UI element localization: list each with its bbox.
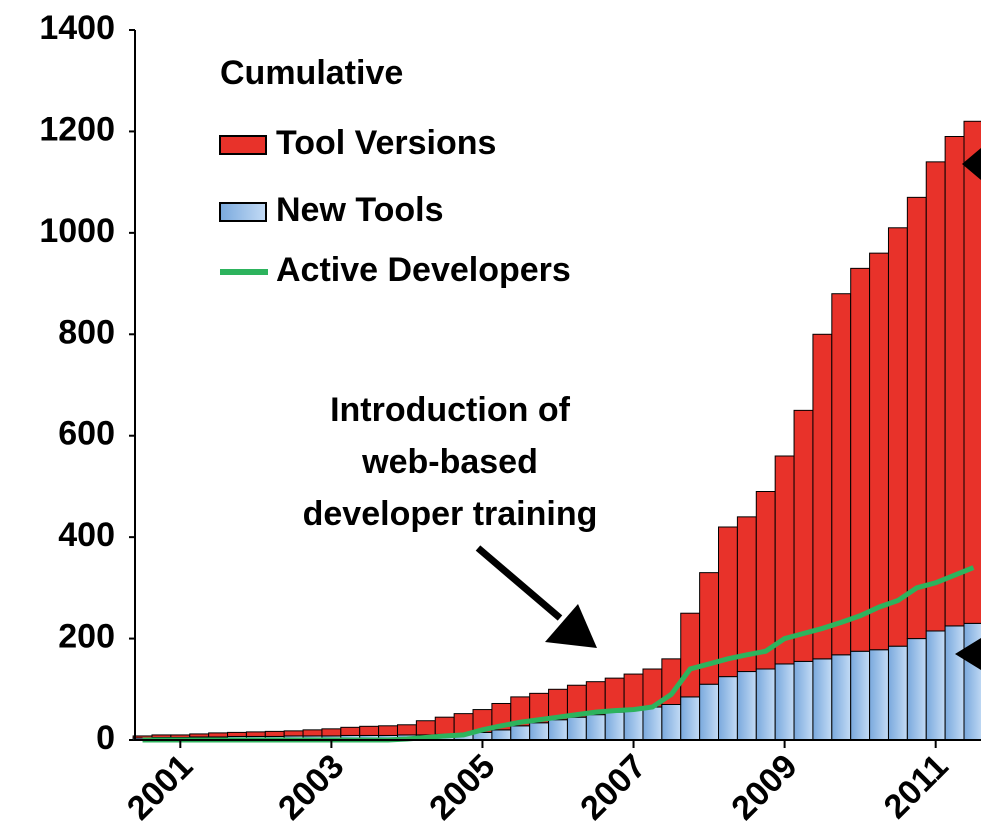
x-tick-label: 2009 bbox=[724, 747, 804, 827]
bar-segment bbox=[378, 725, 398, 736]
bar-segment bbox=[680, 612, 701, 698]
bar-segment bbox=[151, 734, 172, 738]
y-tick-label: 600 bbox=[58, 415, 115, 453]
legend-label: New Tools bbox=[276, 191, 444, 229]
bar-segment bbox=[623, 673, 644, 711]
bar-segment bbox=[944, 136, 965, 627]
bar-segment bbox=[585, 714, 606, 741]
bar-segment bbox=[529, 722, 550, 741]
y-tick-label: 400 bbox=[58, 516, 115, 554]
y-tick-label: 0 bbox=[96, 719, 115, 757]
legend-swatch bbox=[219, 202, 267, 222]
bar-segment bbox=[189, 733, 210, 738]
bar-segment bbox=[718, 676, 738, 741]
bar-segment bbox=[774, 455, 795, 665]
bar-segment bbox=[170, 734, 191, 738]
bar-segment bbox=[227, 731, 247, 737]
bar-segment bbox=[963, 120, 981, 624]
bar-segment bbox=[850, 267, 871, 652]
bar-segment bbox=[699, 683, 720, 741]
bar-segment bbox=[396, 724, 417, 736]
annotation: developer training bbox=[303, 495, 598, 533]
bar-segment bbox=[434, 716, 455, 735]
x-tick-label: 2011 bbox=[877, 747, 956, 826]
bar-segment bbox=[491, 729, 512, 741]
bar-segment bbox=[302, 729, 323, 737]
bar-segment bbox=[680, 696, 701, 741]
y-tick-label: 1200 bbox=[39, 110, 115, 148]
bar-segment bbox=[793, 409, 814, 662]
bar-segment bbox=[793, 660, 814, 741]
legend-title: Cumulative bbox=[220, 54, 403, 92]
bar-segment bbox=[623, 709, 644, 741]
y-tick-label: 1000 bbox=[39, 212, 115, 250]
bar-segment bbox=[321, 728, 342, 737]
x-tick-label: 2003 bbox=[271, 747, 351, 827]
bar-segment bbox=[850, 650, 871, 741]
bar-segment bbox=[925, 161, 946, 632]
bar-segment bbox=[566, 716, 587, 741]
bar-segment bbox=[245, 731, 266, 737]
bar-segment bbox=[869, 649, 889, 741]
bar-segment bbox=[718, 526, 738, 678]
x-tick-label: 2005 bbox=[422, 747, 502, 827]
bar-segment bbox=[944, 625, 965, 741]
legend-label: Tool Versions bbox=[276, 124, 496, 162]
bar-segment bbox=[812, 333, 833, 660]
bar-segment bbox=[774, 663, 795, 741]
bar-segment bbox=[831, 293, 852, 656]
bar-segment bbox=[642, 706, 663, 741]
edge-marker bbox=[955, 638, 981, 670]
bar-segment bbox=[208, 732, 229, 738]
bar-segment bbox=[415, 720, 436, 736]
bar-segment bbox=[340, 726, 361, 736]
legend-label: Active Developers bbox=[276, 251, 571, 289]
bar-segment bbox=[906, 638, 927, 741]
bar-segment bbox=[831, 654, 852, 741]
bar-segment bbox=[548, 719, 568, 741]
bar-segment bbox=[887, 227, 908, 647]
annotation: Introduction of bbox=[330, 391, 571, 429]
bar-segment bbox=[604, 711, 625, 741]
bar-segment bbox=[869, 252, 889, 651]
y-tick-label: 200 bbox=[58, 618, 115, 656]
y-tick-label: 800 bbox=[58, 313, 115, 351]
edge-marker bbox=[962, 148, 981, 180]
x-tick-label: 2007 bbox=[573, 747, 653, 827]
bar-segment bbox=[510, 725, 531, 741]
bar-segment bbox=[812, 658, 833, 741]
y-tick-label: 1400 bbox=[39, 9, 115, 47]
x-tick-label: 2001 bbox=[120, 747, 200, 827]
bar-segment bbox=[661, 704, 682, 741]
bar-segment bbox=[755, 491, 776, 670]
bar-segment bbox=[604, 677, 625, 713]
bar-segment bbox=[283, 730, 304, 737]
annotation: web-based bbox=[361, 443, 538, 481]
annotation-arrow bbox=[475, 545, 563, 621]
bar-segment bbox=[264, 730, 285, 737]
legend-swatch bbox=[219, 135, 267, 155]
bar-segment bbox=[755, 668, 776, 741]
bar-segment bbox=[359, 725, 380, 736]
bar-segment bbox=[887, 645, 908, 741]
bar-segment bbox=[925, 630, 946, 741]
bar-segment bbox=[736, 516, 757, 673]
bar-segment bbox=[736, 671, 757, 741]
bar-segment bbox=[906, 196, 927, 640]
annotation-arrowhead bbox=[545, 604, 597, 648]
